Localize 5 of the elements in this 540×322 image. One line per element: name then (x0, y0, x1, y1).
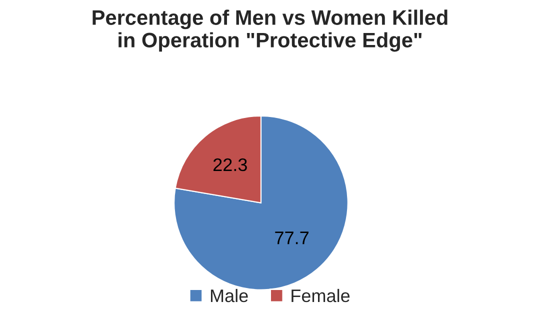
chart-title: Percentage of Men vs Women Killed in Operation "Protective Edge" (92, 10, 448, 52)
legend-label: Female (292, 288, 350, 302)
data-label: 77.7 (275, 232, 308, 244)
legend-label: Male (210, 288, 248, 302)
data-label: 22.3 (213, 158, 247, 172)
